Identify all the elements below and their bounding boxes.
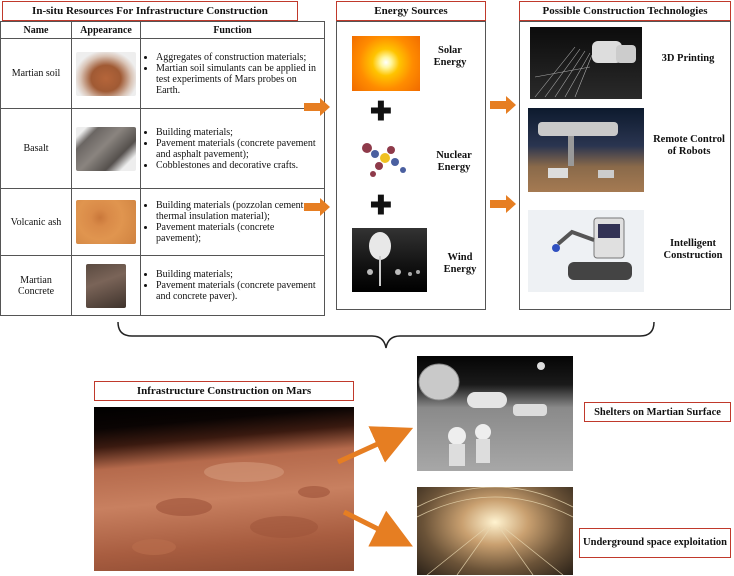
table-row: Martian Concrete Building materials; Pav… <box>0 255 325 316</box>
solar-image <box>352 36 420 91</box>
table-row: Volcanic ash Building materials (pozzola… <box>0 188 325 256</box>
function-item: Building materials; <box>156 127 321 138</box>
tech-label-intelligent-construction: Intelligent Construction <box>663 238 723 261</box>
function-item: Cobblestones and decorative crafts. <box>156 160 321 171</box>
arrow-energy-to-tech-lower <box>490 195 516 213</box>
shelters-image <box>417 356 573 471</box>
brace <box>117 321 655 349</box>
arrow-energy-to-tech-upper <box>490 96 516 114</box>
resources-title: In-situ Resources For Infrastructure Con… <box>2 1 298 21</box>
martian-concrete-image <box>86 263 126 308</box>
outcome-underground: Underground space exploitation <box>579 528 731 558</box>
mars-surface-image <box>94 407 354 571</box>
energy-label-nuclear: Nuclear Energy <box>436 150 472 173</box>
energy-label-solar: Solar Energy <box>433 45 467 68</box>
function-item: Pavement materials (concrete pavement an… <box>156 138 321 160</box>
tech-label-remote-control: Remote Control of Robots <box>653 134 725 157</box>
arrow-mars-to-underground <box>342 509 413 547</box>
function-item: Pavement materials (concrete pavement an… <box>156 280 321 302</box>
martian-soil-image <box>76 51 136 96</box>
function-item: Aggregates of construction materials; <box>156 52 321 63</box>
function-item: Pavement materials (concrete pavement); <box>156 222 321 244</box>
resource-name: Martian soil <box>0 38 72 109</box>
plus-icon: ✚ <box>370 97 392 126</box>
mars-title: Infrastructure Construction on Mars <box>94 381 354 401</box>
resource-name: Basalt <box>0 108 72 189</box>
plus-icon: ✚ <box>370 191 392 220</box>
arrow-resources-to-energy-upper <box>304 98 330 116</box>
printing-image <box>530 27 642 99</box>
underground-image <box>417 487 573 575</box>
tech-label-3d-printing: 3D Printing <box>661 53 715 64</box>
intelligent-construction-image <box>528 210 644 292</box>
table-row: Martian soil Aggregates of construction … <box>0 38 325 109</box>
remote-control-image <box>528 108 644 192</box>
basalt-image <box>76 126 136 171</box>
outcome-shelters: Shelters on Martian Surface <box>584 402 731 422</box>
energy-label-wind: Wind Energy <box>443 252 477 275</box>
function-item: Building materials (pozzolan cement, the… <box>156 200 321 222</box>
volcanic-ash-image <box>76 200 136 244</box>
wind-image <box>352 228 427 292</box>
resources-table: Name Appearance Function Martian soil Ag… <box>0 21 325 316</box>
technologies-title: Possible Construction Technologies <box>519 1 731 21</box>
atom-icon <box>362 143 406 177</box>
function-item: Building materials; <box>156 269 321 280</box>
arrow-mars-to-shelters <box>336 426 414 465</box>
function-item: Martian soil simulants can be applied in… <box>156 63 321 96</box>
nuclear-image <box>355 132 415 184</box>
arrow-resources-to-energy-lower <box>304 198 330 216</box>
energy-title: Energy Sources <box>336 1 486 21</box>
